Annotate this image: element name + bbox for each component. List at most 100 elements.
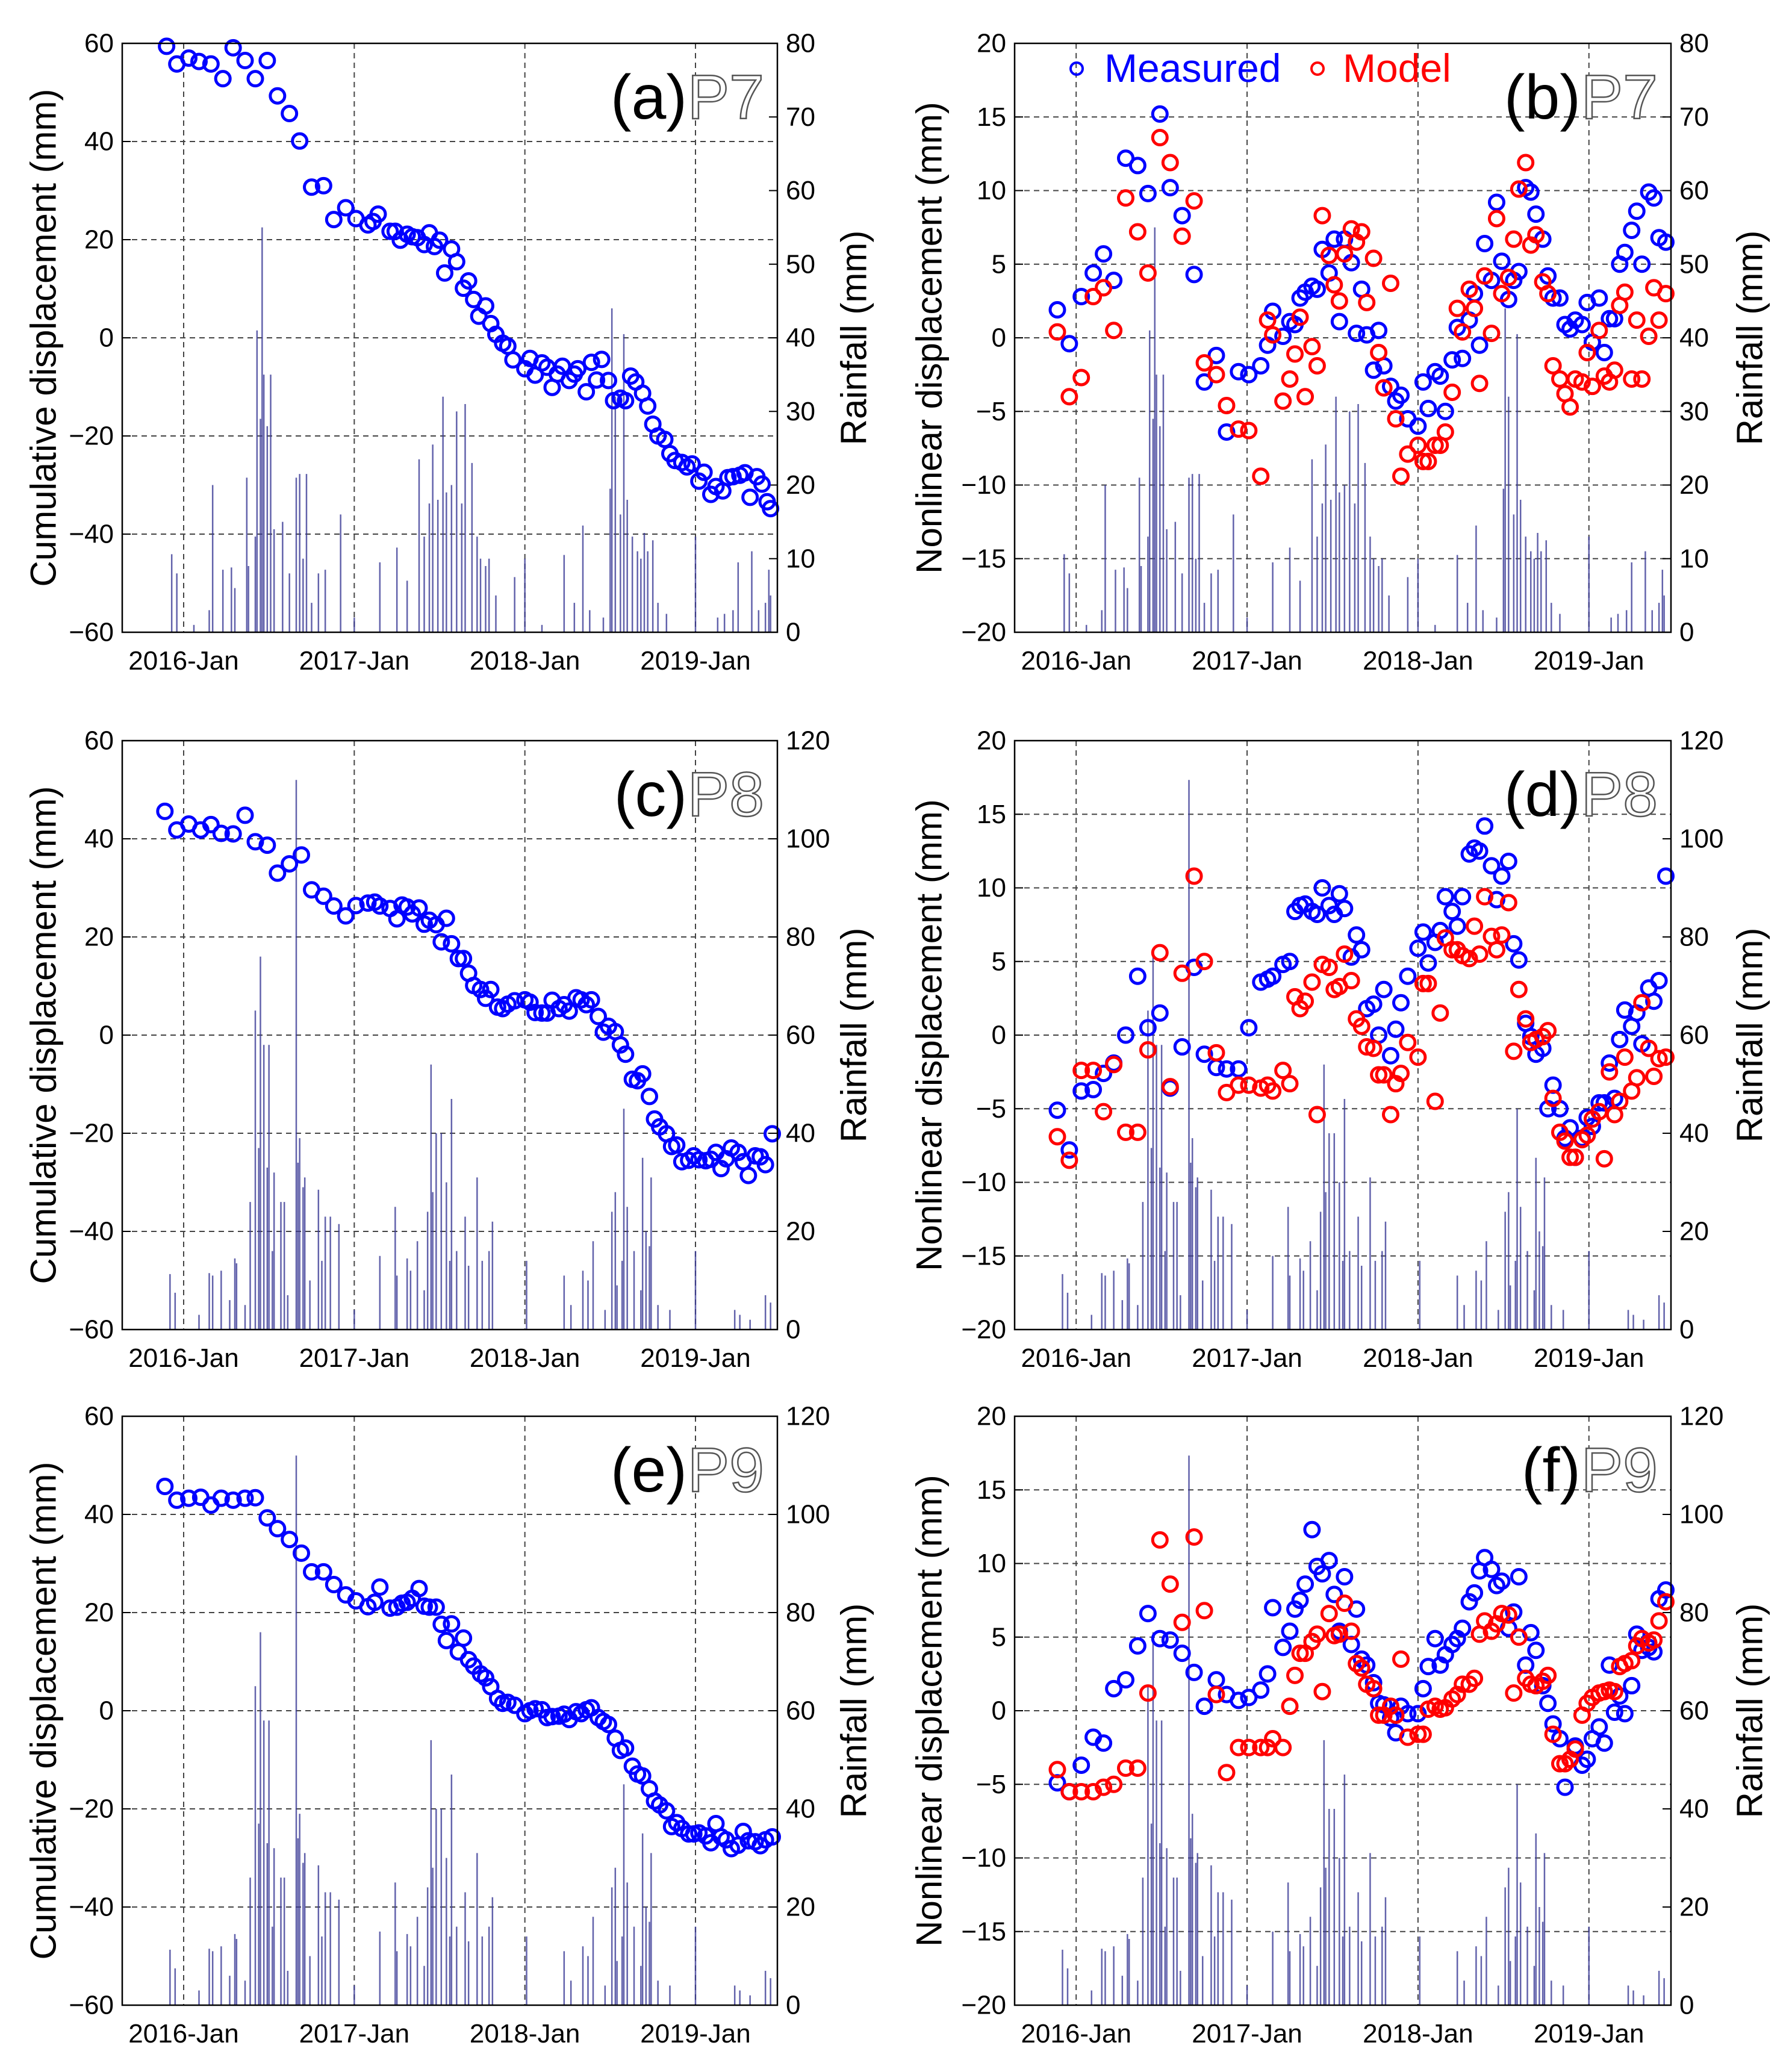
- y-tick-label: 60: [84, 726, 114, 756]
- model-point: [1454, 323, 1472, 341]
- model-point: [1308, 1625, 1326, 1643]
- measured-point: [1595, 1734, 1613, 1752]
- measured-point: [1605, 1703, 1623, 1721]
- model-point: [1414, 974, 1432, 992]
- y2-tick-label: 80: [786, 29, 815, 58]
- model-point: [1139, 1041, 1157, 1059]
- measured-point: [764, 1828, 781, 1846]
- model-point: [1482, 325, 1501, 343]
- model-point: [1095, 1778, 1113, 1796]
- measured-point: [1281, 953, 1299, 971]
- model-point: [1264, 1729, 1282, 1747]
- model-point: [1578, 343, 1596, 361]
- measured-point: [447, 253, 465, 271]
- y2-tick-label: 60: [786, 1696, 815, 1726]
- model-point: [1595, 1150, 1613, 1168]
- y2-tick-label: 0: [1679, 1315, 1694, 1345]
- model-point: [1448, 299, 1466, 317]
- model-point: [1364, 1679, 1383, 1697]
- measured-point: [1207, 1671, 1225, 1689]
- model-point: [1218, 396, 1236, 414]
- model-point: [1544, 1725, 1562, 1743]
- measured-point: [712, 1160, 730, 1178]
- y2-tick-label: 100: [1679, 824, 1723, 854]
- model-point: [1128, 223, 1146, 241]
- model-point: [1330, 1625, 1348, 1643]
- measured-point: [1443, 351, 1461, 369]
- y2-tick-label: 100: [786, 1500, 830, 1529]
- y2-tick-label: 120: [786, 1402, 830, 1431]
- model-point: [1151, 128, 1169, 146]
- measured-point: [156, 802, 174, 820]
- model-point: [1240, 1076, 1258, 1094]
- legend-measured-label: Measured: [1104, 46, 1281, 90]
- measured-point: [680, 1825, 698, 1843]
- model-point: [1095, 279, 1113, 297]
- y2-tick-label: 20: [1679, 470, 1709, 500]
- model-point: [1072, 1062, 1090, 1080]
- model-point: [1060, 388, 1078, 406]
- measured-point: [1139, 1605, 1157, 1623]
- model-point: [1419, 452, 1437, 470]
- y-tick-label: −20: [69, 1119, 114, 1148]
- model-point: [1281, 1075, 1299, 1093]
- measured-point: [190, 52, 208, 70]
- y-tick-label: −5: [976, 397, 1006, 426]
- measured-point: [156, 1478, 174, 1496]
- panel-d: −20 −15 −10 −5 0 5 10 15 20 2016-Jan 2017-Jan 2018-…: [909, 726, 1770, 1374]
- measured-point: [477, 989, 494, 1007]
- model-point: [1590, 322, 1608, 340]
- measured-point: [281, 105, 299, 123]
- point-name-label: P7: [1581, 63, 1658, 132]
- measured-point: [1117, 149, 1135, 167]
- x-tick-label: 2016-Jan: [128, 646, 238, 676]
- model-point: [1286, 1666, 1304, 1684]
- measured-point: [1072, 1756, 1090, 1774]
- measured-point: [639, 397, 657, 415]
- measured-point: [437, 1631, 455, 1649]
- model-point: [1048, 1761, 1066, 1779]
- measured-point: [432, 933, 450, 951]
- measured-point: [1510, 951, 1528, 969]
- measured-point: [1286, 1600, 1304, 1618]
- measured-point: [1185, 1663, 1203, 1681]
- y-axis-label: Cumulative displacement (mm): [23, 786, 64, 1284]
- measured-point: [1173, 1038, 1191, 1056]
- measured-point: [1645, 992, 1663, 1010]
- measured-point: [1409, 1705, 1427, 1723]
- model-point: [1499, 1606, 1517, 1624]
- y-tick-label: −60: [69, 618, 114, 647]
- measured-point: [246, 70, 264, 88]
- measured-point: [1364, 1674, 1383, 1692]
- y2-tick-label: 70: [1679, 102, 1709, 132]
- measured-point: [1048, 1101, 1066, 1119]
- measured-point: [1590, 1094, 1608, 1112]
- measured-point: [236, 52, 254, 70]
- measured-point: [455, 1629, 473, 1647]
- measured-point: [1161, 179, 1179, 197]
- model-point: [1048, 1128, 1066, 1146]
- measured-point: [1352, 941, 1370, 959]
- y-tick-label: −20: [961, 618, 1006, 647]
- measured-point: [410, 899, 428, 917]
- measured-point: [1252, 356, 1270, 375]
- measured-point: [1392, 994, 1410, 1012]
- measured-point: [314, 1563, 332, 1581]
- model-point: [1628, 1069, 1646, 1087]
- y2-tick-label: 20: [1679, 1893, 1709, 1922]
- measured-point: [1320, 1552, 1338, 1570]
- y2-tick-label: 60: [1679, 1696, 1709, 1726]
- measured-point: [1409, 417, 1427, 435]
- x-tick-label: 2019-Jan: [640, 2019, 750, 2049]
- model-point: [1505, 1684, 1523, 1702]
- model-point: [1161, 1078, 1179, 1096]
- model-point: [1387, 1706, 1405, 1724]
- measured-point: [1414, 923, 1432, 941]
- measured-point: [1195, 373, 1213, 391]
- model-point: [1240, 422, 1258, 440]
- measured-point: [1151, 105, 1169, 123]
- y-tick-label: −15: [961, 1917, 1006, 1946]
- y-tick-label: −20: [961, 1315, 1006, 1345]
- measured-point: [588, 371, 606, 389]
- measured-point: [1161, 1631, 1179, 1649]
